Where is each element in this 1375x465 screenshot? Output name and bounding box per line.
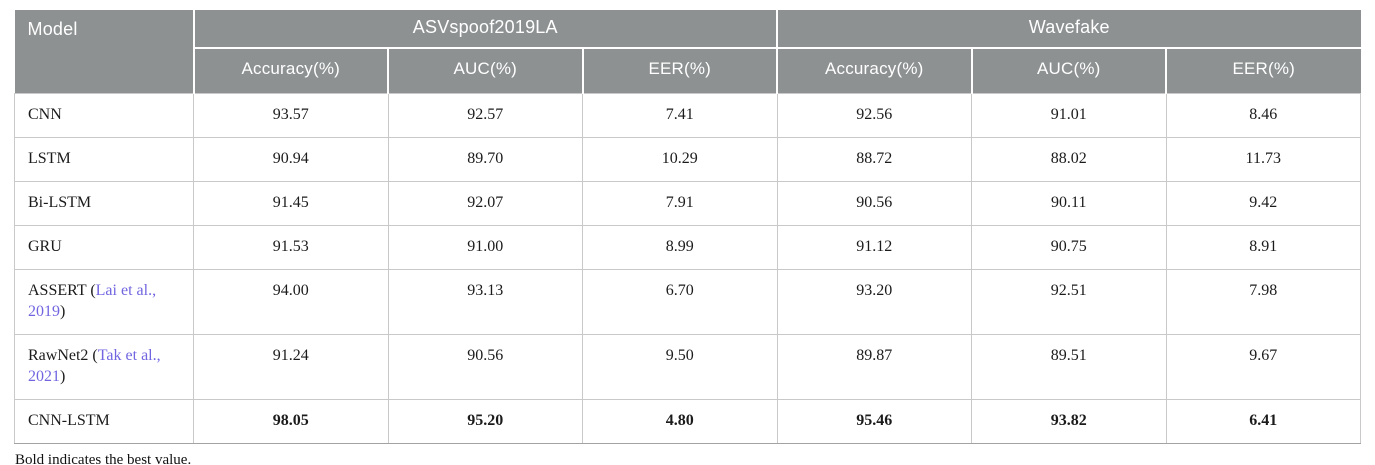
- eer-asvspoof-value: 7.91: [582, 180, 778, 226]
- eer-asvspoof-value: 10.29: [582, 136, 778, 182]
- accuracy-wavefake-value: 89.87: [776, 334, 972, 401]
- model-name: Bi-LSTM: [28, 193, 92, 211]
- model-name-suffix: ): [60, 368, 66, 386]
- table-row: GRU 91.53 91.00 8.99 91.12 90.75 8.91: [14, 224, 1361, 270]
- model-name: CNN: [28, 105, 62, 123]
- accuracy-wavefake-value: 95.46: [776, 399, 972, 445]
- subheader-accuracy-asvspoof: Accuracy(%): [192, 48, 388, 93]
- auc-wavefake-value: 91.01: [971, 92, 1167, 138]
- model-name: RawNet2 (: [28, 347, 98, 365]
- model-name: ASSERT (: [28, 281, 96, 299]
- table-row: CNN-LSTM 98.05 95.20 4.80 95.46 93.82 6.…: [14, 399, 1361, 445]
- column-header-model: Model: [14, 10, 194, 93]
- model-name-cell: Bi-LSTM: [14, 180, 194, 226]
- auc-asvspoof-value: 89.70: [387, 136, 583, 182]
- accuracy-asvspoof-value: 91.45: [193, 180, 389, 226]
- subheader-auc-wavefake: AUC(%): [970, 48, 1166, 93]
- model-name-cell: CNN: [14, 92, 194, 138]
- accuracy-asvspoof-value: 91.53: [193, 224, 389, 270]
- accuracy-wavefake-value: 93.20: [776, 268, 972, 336]
- eer-wavefake-value: 8.91: [1165, 224, 1361, 270]
- auc-wavefake-value: 88.02: [971, 136, 1167, 182]
- table-row: Bi-LSTM 91.45 92.07 7.91 90.56 90.11 9.4…: [14, 180, 1361, 226]
- model-name-cell: GRU: [14, 224, 194, 270]
- eer-wavefake-value: 9.67: [1165, 334, 1361, 401]
- subheader-eer-asvspoof: EER(%): [581, 48, 777, 93]
- model-name-suffix: ): [60, 303, 66, 321]
- auc-asvspoof-value: 91.00: [387, 224, 583, 270]
- table-body: CNN 93.57 92.57 7.41 92.56 91.01 8.46 LS…: [14, 92, 1361, 445]
- group-header-row: Model ASVspoof2019LA Wavefake: [14, 10, 1361, 93]
- auc-asvspoof-value: 92.57: [387, 92, 583, 138]
- group-header-wavefake: Wavefake: [776, 10, 1361, 49]
- accuracy-asvspoof-value: 93.57: [193, 92, 389, 138]
- table-row: RawNet2 (Tak et al., 2021) 91.24 90.56 9…: [14, 334, 1361, 401]
- model-name-cell: LSTM: [14, 136, 194, 182]
- table-row: CNN 93.57 92.57 7.41 92.56 91.01 8.46: [14, 92, 1361, 138]
- citation-link[interactable]: Lai et al., 2019: [28, 281, 157, 321]
- table-header: Model ASVspoof2019LA Wavefake Accuracy(%…: [14, 10, 1361, 93]
- eer-asvspoof-value: 9.50: [582, 334, 778, 401]
- auc-wavefake-value: 90.75: [971, 224, 1167, 270]
- eer-wavefake-value: 9.42: [1165, 180, 1361, 226]
- subheader-eer-wavefake: EER(%): [1165, 48, 1361, 93]
- accuracy-wavefake-value: 91.12: [776, 224, 972, 270]
- subheader-row: Accuracy(%) AUC(%) EER(%) Accuracy(%) AU…: [15, 48, 1361, 93]
- eer-asvspoof-value: 6.70: [582, 268, 778, 336]
- table-row: LSTM 90.94 89.70 10.29 88.72 88.02 11.73: [14, 136, 1361, 182]
- auc-asvspoof-value: 93.13: [387, 268, 583, 336]
- model-name-cell: ASSERT (Lai et al., 2019): [14, 268, 194, 336]
- auc-asvspoof-value: 95.20: [387, 399, 583, 445]
- accuracy-wavefake-value: 88.72: [776, 136, 972, 182]
- model-name-cell: CNN-LSTM: [14, 399, 194, 445]
- table-row: ASSERT (Lai et al., 2019) 94.00 93.13 6.…: [14, 268, 1361, 336]
- eer-asvspoof-value: 4.80: [582, 399, 778, 445]
- auc-wavefake-value: 89.51: [971, 334, 1167, 401]
- eer-wavefake-value: 11.73: [1165, 136, 1361, 182]
- auc-asvspoof-value: 92.07: [387, 180, 583, 226]
- model-name: LSTM: [28, 149, 71, 167]
- auc-wavefake-value: 93.82: [971, 399, 1167, 445]
- accuracy-asvspoof-value: 91.24: [193, 334, 389, 401]
- citation-link[interactable]: Tak et al., 2021: [28, 347, 161, 386]
- auc-wavefake-value: 90.11: [971, 180, 1167, 226]
- eer-asvspoof-value: 7.41: [582, 92, 778, 138]
- model-name: CNN-LSTM: [28, 412, 110, 430]
- eer-wavefake-value: 6.41: [1165, 399, 1361, 445]
- results-table: Model ASVspoof2019LA Wavefake Accuracy(%…: [14, 10, 1361, 445]
- eer-wavefake-value: 7.98: [1165, 268, 1361, 336]
- subheader-auc-asvspoof: AUC(%): [387, 48, 583, 93]
- group-header-asvspoof2019la: ASVspoof2019LA: [192, 10, 777, 49]
- accuracy-asvspoof-value: 98.05: [193, 399, 389, 445]
- accuracy-asvspoof-value: 90.94: [193, 136, 389, 182]
- eer-asvspoof-value: 8.99: [582, 224, 778, 270]
- auc-wavefake-value: 92.51: [971, 268, 1167, 336]
- model-name-cell: RawNet2 (Tak et al., 2021): [14, 334, 194, 401]
- auc-asvspoof-value: 90.56: [387, 334, 583, 401]
- model-name: GRU: [28, 237, 62, 255]
- accuracy-wavefake-value: 90.56: [776, 180, 972, 226]
- accuracy-wavefake-value: 92.56: [776, 92, 972, 138]
- table-footnote: Bold indicates the best value.: [15, 452, 192, 465]
- eer-wavefake-value: 8.46: [1165, 92, 1361, 138]
- accuracy-asvspoof-value: 94.00: [193, 268, 389, 336]
- subheader-accuracy-wavefake: Accuracy(%): [776, 48, 972, 93]
